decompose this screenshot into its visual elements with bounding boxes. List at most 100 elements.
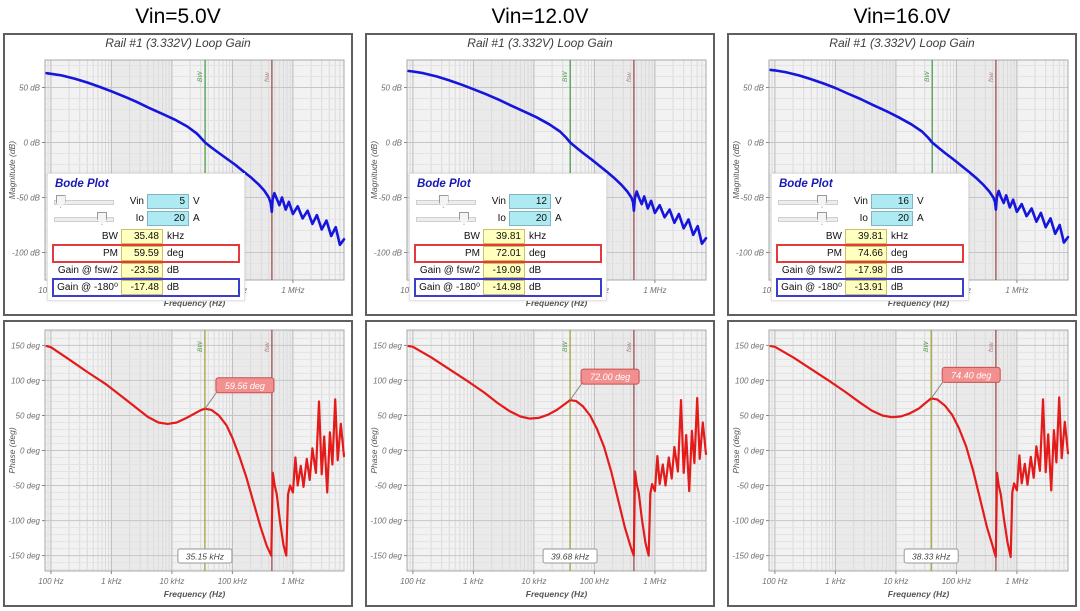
- y-tick-label: -150 deg: [370, 552, 402, 561]
- bw-label: BW: [101, 231, 118, 242]
- phase-panel: BW fsw 39.68 kHz 72.00 deg 150 deg 100 deg 50 …: [365, 320, 715, 607]
- io-slider-thumb[interactable]: [817, 212, 827, 225]
- io-slider-thumb[interactable]: [97, 212, 107, 225]
- x-tick-label: 1 MHz: [281, 577, 304, 586]
- y-tick-label: -100 dB: [736, 249, 765, 258]
- vin-slider-thumb[interactable]: [817, 195, 827, 208]
- infobox-title: Bode Plot: [417, 178, 471, 190]
- vin-slider[interactable]: [778, 194, 838, 209]
- magnitude-panel: Rail #1 (3.332V) Loop Gain BW fsw 50 dB 0 d…: [3, 33, 353, 316]
- pm-value: 72.01: [483, 246, 525, 261]
- bode-plot-infobox: Bode Plot Vin 16 V Io 20 A BW 39.81: [771, 173, 969, 301]
- vin-value-field[interactable]: 12: [509, 194, 551, 209]
- loop-gain-curve: [407, 69, 708, 245]
- bw-unit: kHz: [167, 231, 185, 242]
- io-slider[interactable]: [778, 211, 838, 226]
- y-tick-label: 0 deg: [744, 447, 765, 456]
- svg-text:72.00 deg: 72.00 deg: [590, 372, 630, 382]
- x-axis-title: Frequency (Hz): [164, 298, 226, 308]
- x-axis-title: Frequency (Hz): [526, 298, 588, 308]
- io-slider[interactable]: [416, 211, 476, 226]
- phase-chart: BW fsw 39.68 kHz 72.00 deg 150 deg 100 deg 50 …: [369, 329, 708, 599]
- y-tick-label: 0 dB: [24, 139, 41, 148]
- x-axis-title: Frequency (Hz): [164, 589, 226, 599]
- bw-row: BW 39.81 kHz: [415, 228, 601, 245]
- column-title: Vin=5.0V: [135, 5, 221, 28]
- vin-row: Vin 5 V: [53, 193, 239, 210]
- pm-unit: deg: [891, 248, 908, 259]
- io-value-field[interactable]: 20: [147, 211, 189, 226]
- gain-fsw2-label: Gain @ fsw/2: [419, 265, 480, 276]
- y-axis-title: Phase (deg): [369, 427, 379, 473]
- bw-marker-label: BW: [562, 71, 569, 82]
- x-tick-label: 100 kHz: [942, 577, 971, 586]
- slider-track: [54, 200, 114, 205]
- vin-unit: V: [193, 196, 200, 207]
- bw-marker-label: BW: [197, 341, 204, 352]
- svg-text:35.15 kHz: 35.15 kHz: [186, 552, 225, 562]
- fsw-marker-label: fsw: [626, 71, 633, 82]
- io-slider[interactable]: [54, 211, 114, 226]
- bw-unit: kHz: [529, 231, 547, 242]
- x-tick-label: 100 Hz: [762, 577, 787, 586]
- bw-marker-label: BW: [562, 341, 569, 352]
- gain-180-row: Gain @ -180⁰ -14.98 dB: [414, 278, 602, 297]
- x-axis-title: Frequency (Hz): [888, 589, 950, 599]
- vin-slider[interactable]: [54, 194, 114, 209]
- x-tick-label: 1 kHz: [101, 577, 121, 586]
- vin-value-field[interactable]: 5: [147, 194, 189, 209]
- x-tick-label: 1 MHz: [643, 577, 666, 586]
- gain-fsw2-row: Gain @ fsw/2 -23.58 dB: [53, 262, 239, 279]
- y-tick-label: 50 dB: [381, 84, 403, 93]
- vin-row: Vin 12 V: [415, 193, 601, 210]
- gain-fsw2-value: -17.98: [845, 263, 887, 278]
- vin-slider-thumb[interactable]: [55, 195, 66, 208]
- vin-value-field[interactable]: 16: [871, 194, 913, 209]
- bw-row: BW 35.48 kHz: [53, 228, 239, 245]
- x-axis-title: Frequency (Hz): [526, 589, 588, 599]
- pm-label: PM: [465, 248, 480, 259]
- vin-slider[interactable]: [416, 194, 476, 209]
- crossover-frequency-label: 38.33 kHz: [903, 548, 959, 564]
- fsw-marker-label: fsw: [988, 71, 995, 82]
- bw-marker-label: BW: [924, 71, 931, 82]
- results-table: BW 35.48 kHz PM 59.59 deg Gain @ fsw/2 -…: [52, 228, 240, 297]
- vin-label: Vin: [491, 196, 506, 207]
- pm-row: PM 72.01 deg: [414, 244, 602, 263]
- io-value-field[interactable]: 20: [509, 211, 551, 226]
- y-tick-label: 50 deg: [378, 412, 403, 421]
- y-tick-label: -50 dB: [16, 194, 40, 203]
- y-axis-title: Magnitude (dB): [731, 141, 741, 199]
- pm-unit: deg: [529, 248, 546, 259]
- y-axis-title: Magnitude (dB): [7, 141, 17, 199]
- x-tick-label: 1 MHz: [1005, 286, 1028, 295]
- bode-plot-infobox: Bode Plot Vin 5 V Io 20 A BW 35.48: [47, 173, 245, 301]
- y-tick-label: 150 deg: [735, 341, 764, 350]
- vin-slider-thumb[interactable]: [438, 195, 449, 208]
- io-slider-thumb[interactable]: [459, 212, 469, 225]
- x-tick-label: 100 Hz: [400, 577, 425, 586]
- slider-track: [54, 217, 114, 222]
- column-vin-5: Vin=5.0V Rail #1 (3.332V) Loop Gain BW fs…: [3, 0, 353, 607]
- y-tick-label: -150 deg: [8, 552, 40, 561]
- pm-label: PM: [103, 248, 118, 259]
- gain-fsw2-row: Gain @ fsw/2 -17.98 dB: [777, 262, 963, 279]
- io-unit: A: [917, 213, 924, 224]
- io-value-field[interactable]: 20: [871, 211, 913, 226]
- y-tick-label: 0 deg: [20, 447, 41, 456]
- crossover-frequency-label: 35.15 kHz: [177, 548, 233, 564]
- y-tick-label: -50 dB: [740, 194, 764, 203]
- bw-unit: kHz: [891, 231, 909, 242]
- y-tick-label: 50 deg: [740, 412, 765, 421]
- pm-unit: deg: [167, 248, 184, 259]
- io-label: Io: [859, 213, 868, 224]
- panel-title: Rail #1 (3.332V) Loop Gain: [105, 36, 251, 50]
- y-tick-label: 0 deg: [382, 447, 403, 456]
- y-tick-label: -50 dB: [378, 194, 402, 203]
- y-tick-label: 150 deg: [11, 341, 40, 350]
- vin-label: Vin: [853, 196, 868, 207]
- gain-fsw2-unit: dB: [167, 265, 180, 276]
- phase-chart: BW fsw 38.33 kHz 74.40 deg 150 deg 100 deg 50 …: [731, 329, 1070, 599]
- y-tick-label: 50 dB: [19, 84, 41, 93]
- bw-label: BW: [463, 231, 480, 242]
